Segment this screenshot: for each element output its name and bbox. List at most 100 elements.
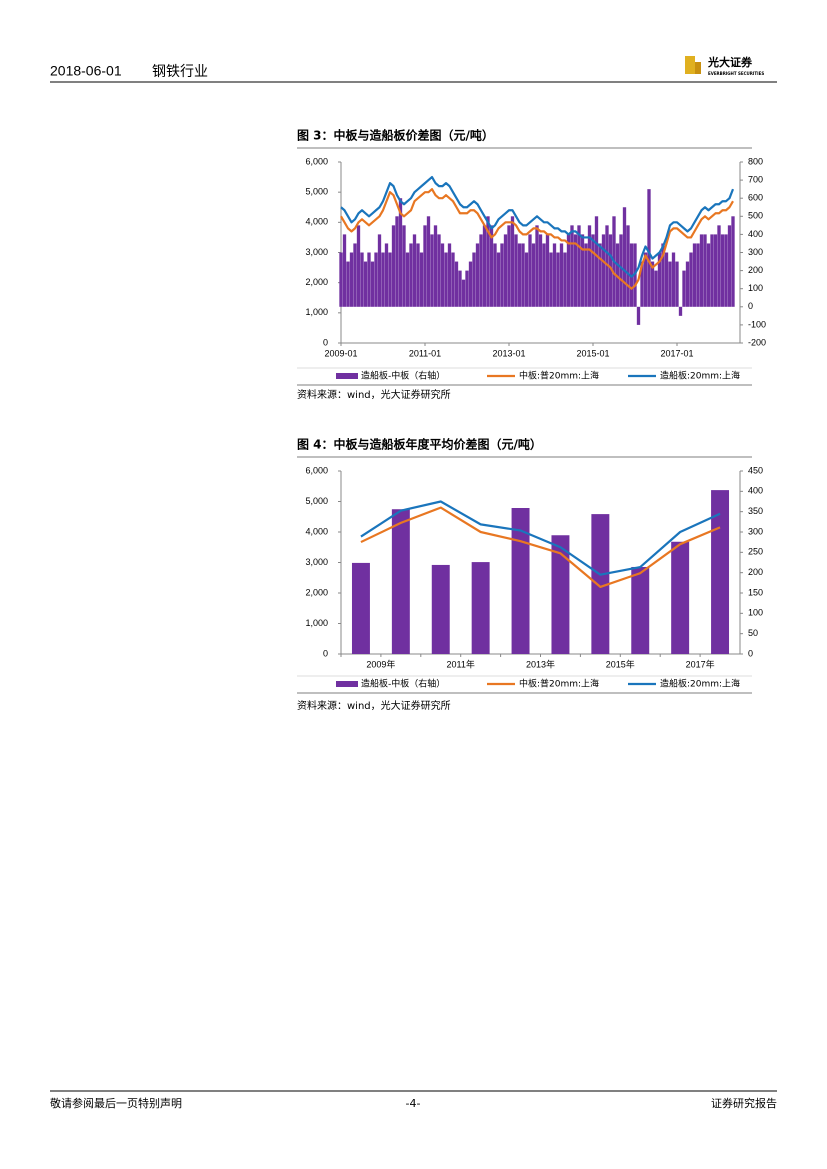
footer-right: 证券研究报告 xyxy=(711,1096,777,1110)
bar xyxy=(510,216,515,307)
y2-tick-label: 700 xyxy=(748,174,763,184)
legend-label: 造船板:20mm:上海 xyxy=(660,370,740,382)
bar xyxy=(489,225,494,307)
bar xyxy=(444,252,448,307)
bar xyxy=(496,252,501,307)
bar xyxy=(351,562,370,654)
bar xyxy=(363,261,368,307)
bar xyxy=(664,252,669,307)
logo-mark xyxy=(685,56,695,74)
y-tick-label: 1,000 xyxy=(305,618,328,628)
bar xyxy=(360,252,364,307)
bar xyxy=(682,270,686,307)
y2-tick-label: 0 xyxy=(748,301,753,311)
bar xyxy=(713,234,718,307)
bar xyxy=(461,279,466,307)
legend-swatch xyxy=(336,681,358,687)
y2-tick-label: 150 xyxy=(748,587,763,597)
y2-tick-label: 800 xyxy=(748,156,763,166)
y-tick-label: 2,000 xyxy=(305,277,328,287)
bar xyxy=(353,243,357,307)
bar xyxy=(699,234,704,307)
x-tick-label: 2009-01 xyxy=(324,348,357,358)
bar xyxy=(370,261,375,307)
y2-tick-label: 400 xyxy=(748,486,763,496)
bar xyxy=(542,243,546,307)
bar xyxy=(598,243,602,307)
legend-label: 造船板-中板（右轴） xyxy=(361,678,445,690)
y2-tick-label: 600 xyxy=(748,193,763,203)
x-tick-label: 2009年 xyxy=(366,658,395,669)
footer-center: -4- xyxy=(406,1097,421,1110)
y2-tick-label: 50 xyxy=(748,628,758,638)
y-tick-label: 0 xyxy=(323,648,328,658)
bar xyxy=(678,306,683,316)
figure-title: 图 3：中板与造船板价差图（元/吨） xyxy=(297,128,494,143)
y2-tick-label: -100 xyxy=(748,319,766,329)
logo-text: 光大证券 xyxy=(707,55,753,69)
bar xyxy=(391,509,410,654)
y2-tick-label: 350 xyxy=(748,506,763,516)
bar xyxy=(517,243,522,307)
y2-tick-label: 200 xyxy=(748,567,763,577)
bar xyxy=(587,225,592,307)
legend-label: 中板:普20mm:上海 xyxy=(519,370,599,382)
bar xyxy=(440,243,445,307)
bar xyxy=(471,562,490,654)
bar xyxy=(395,216,399,307)
bar xyxy=(720,234,725,307)
bar xyxy=(671,541,690,654)
bar xyxy=(416,243,420,307)
bar xyxy=(580,234,585,307)
x-tick-label: 2011年 xyxy=(447,658,475,669)
figure-title: 图 4：中板与造船板年度平均价差图（元/吨） xyxy=(297,437,542,452)
bar xyxy=(731,216,735,307)
header-industry: 钢铁行业 xyxy=(152,64,208,80)
x-tick-label: 2015-01 xyxy=(576,348,609,358)
bar xyxy=(538,234,543,307)
bar xyxy=(423,225,427,307)
bar xyxy=(493,243,497,307)
bar xyxy=(605,225,609,307)
bar xyxy=(398,198,403,307)
bar xyxy=(426,216,431,307)
bar xyxy=(640,261,644,307)
line-series xyxy=(340,175,735,278)
bar xyxy=(608,234,613,307)
bar xyxy=(654,270,658,307)
y2-tick-label: 300 xyxy=(748,526,763,536)
x-tick-label: 2015年 xyxy=(606,658,635,669)
bar xyxy=(412,234,417,307)
y2-tick-label: 300 xyxy=(748,247,763,257)
bar xyxy=(591,514,610,654)
bar xyxy=(717,225,721,307)
bar xyxy=(377,234,382,307)
footer-left: 敬请参阅最后一页特别声明 xyxy=(50,1096,182,1110)
y2-tick-label: 0 xyxy=(748,648,753,658)
bar xyxy=(374,252,378,307)
bar xyxy=(349,252,354,307)
bar xyxy=(384,243,389,307)
bar xyxy=(601,234,606,307)
y-tick-label: 6,000 xyxy=(305,156,328,166)
bar xyxy=(689,252,693,307)
bar xyxy=(633,243,637,307)
bar xyxy=(545,234,550,307)
bar xyxy=(503,234,508,307)
bar xyxy=(531,243,536,307)
bar xyxy=(419,252,424,307)
bar xyxy=(675,261,679,307)
bar xyxy=(431,564,450,654)
y-tick-label: 0 xyxy=(323,337,328,347)
y2-tick-label: 500 xyxy=(748,211,763,221)
line-series xyxy=(360,506,721,588)
bar xyxy=(657,252,662,307)
x-tick-label: 2013年 xyxy=(526,658,555,669)
bar xyxy=(692,243,697,307)
bar xyxy=(433,225,438,307)
legend-label: 造船板:20mm:上海 xyxy=(660,678,740,690)
bar xyxy=(647,189,651,307)
bar xyxy=(671,252,676,307)
bar xyxy=(615,243,620,307)
bar xyxy=(409,243,413,307)
